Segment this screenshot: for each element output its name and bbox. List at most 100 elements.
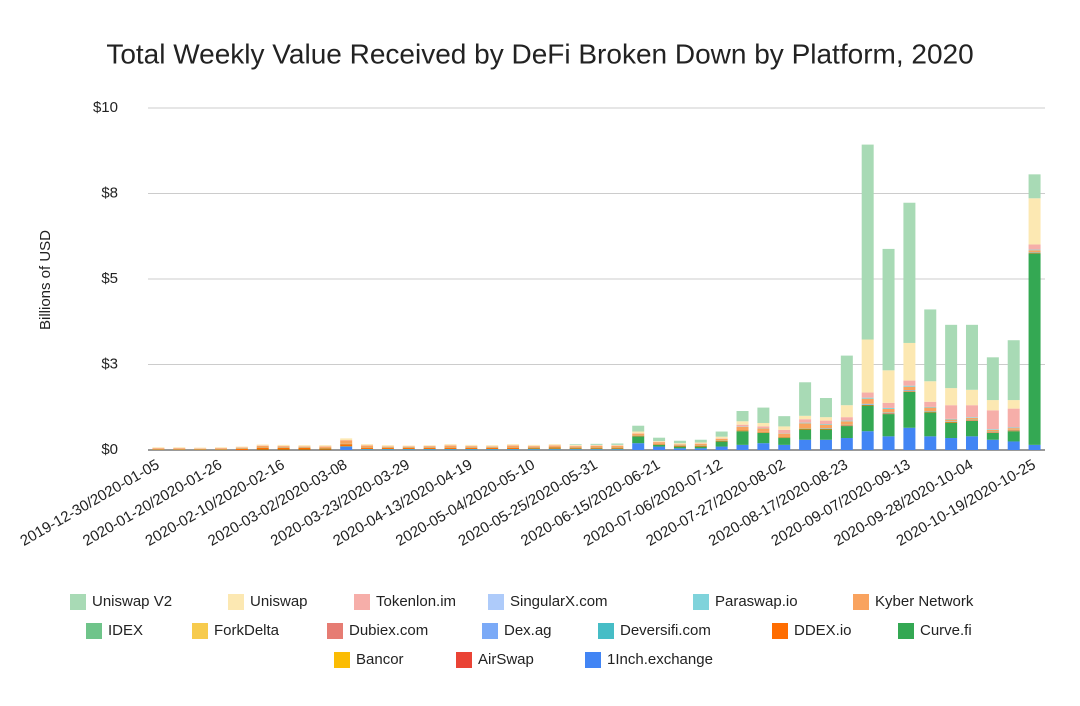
bar-segment: [1028, 252, 1041, 254]
bar-segment: [673, 443, 686, 445]
bar-segment: [340, 446, 353, 450]
bar-segment: [799, 419, 812, 423]
bar-segment: [173, 448, 186, 449]
bar-segment: [799, 422, 812, 424]
bar-segment: [361, 445, 374, 448]
bar-segment: [778, 438, 791, 445]
bar-segment: [882, 402, 895, 408]
legend-swatch: [488, 594, 504, 610]
bar-segment: [1028, 250, 1041, 252]
bar-segment: [1007, 430, 1020, 432]
bar-segment: [298, 447, 311, 450]
bar-segment: [986, 400, 999, 411]
bar-segment: [632, 425, 645, 432]
bar-segment: [256, 447, 269, 450]
bar-segment: [819, 420, 832, 425]
bar-segment: [465, 446, 478, 448]
bar-segment: [235, 448, 248, 450]
legend-swatch: [772, 623, 788, 639]
bar-segment: [736, 424, 749, 427]
bar-segment: [319, 448, 332, 450]
bar-segment: [235, 447, 248, 449]
bar-segment: [924, 436, 937, 450]
bar-segment: [569, 448, 582, 450]
bar-segment: [611, 448, 624, 450]
bar-segment: [1028, 244, 1041, 250]
y-tick-label: $8: [101, 184, 118, 201]
bar-segment: [569, 444, 582, 445]
legend-label: Paraswap.io: [715, 593, 798, 610]
bar-segment: [861, 431, 874, 450]
bar-segment: [924, 401, 937, 407]
bar-segment: [840, 355, 853, 406]
bar-segment: [486, 446, 499, 448]
legend-label: IDEX: [108, 622, 143, 639]
bar-segment: [861, 339, 874, 393]
bar-segment: [632, 436, 645, 444]
bar-segment: [736, 426, 749, 431]
bar-segment: [215, 449, 228, 450]
bar-segment: [882, 370, 895, 403]
bar-segment: [465, 444, 478, 446]
bar-segment: [215, 448, 228, 449]
bar-segment: [381, 446, 394, 448]
bar-segment: [173, 447, 186, 448]
bar-segment: [611, 449, 624, 450]
bar-segment: [694, 439, 707, 443]
bar-segment: [632, 435, 645, 437]
bar-segment: [1028, 198, 1041, 245]
bar-segment: [694, 448, 707, 450]
bar-segment: [840, 426, 853, 439]
bar-segment: [778, 426, 791, 430]
bar-segment: [903, 391, 916, 392]
bar-segment: [569, 447, 582, 449]
bar-segment: [444, 449, 457, 450]
bar-segment: [924, 381, 937, 402]
bar-segment: [882, 414, 895, 437]
bar-segment: [965, 420, 978, 437]
legend-swatch: [228, 594, 244, 610]
bar-segment: [548, 447, 561, 449]
bar-segment: [736, 431, 749, 445]
bar-segment: [778, 444, 791, 450]
legend-label: Uniswap V2: [92, 593, 172, 610]
bar-segment: [945, 419, 958, 422]
bar-segment: [361, 447, 374, 449]
bar-segment: [986, 429, 999, 432]
bar-segment: [527, 446, 540, 448]
bar-segment: [986, 439, 999, 450]
bar-segment: [882, 412, 895, 414]
bar-segment: [423, 446, 436, 448]
bar-segment: [527, 448, 540, 450]
bar-segment: [465, 449, 478, 450]
bar-segment: [340, 440, 353, 444]
bar-segment: [1028, 444, 1041, 450]
legend-swatch: [327, 623, 343, 639]
bar-segment: [840, 417, 853, 421]
bar-segment: [194, 447, 207, 449]
bar-segment: [611, 447, 624, 449]
legend-swatch: [898, 623, 914, 639]
bar-segment: [548, 445, 561, 447]
bar-segment: [569, 446, 582, 448]
bar-segment: [924, 309, 937, 382]
bar-segment: [611, 443, 624, 445]
bar-segment: [590, 445, 603, 448]
bar-segment: [569, 444, 582, 446]
bar-segment: [736, 421, 749, 425]
bar-segment: [381, 445, 394, 447]
bar-segment: [673, 444, 686, 446]
bar-segment: [945, 405, 958, 419]
bar-segment: [1007, 428, 1020, 430]
bar-segment: [799, 429, 812, 440]
bar-segment: [653, 442, 666, 444]
bar-segment: [986, 357, 999, 401]
bar-segment: [986, 410, 999, 430]
bar-segment: [590, 443, 603, 445]
bar-segment: [965, 389, 978, 406]
bar-segment: [381, 449, 394, 450]
bar-segment: [965, 405, 978, 418]
bar-segment: [1028, 174, 1041, 199]
bar-segment: [694, 442, 707, 444]
bar-segment: [653, 446, 666, 450]
